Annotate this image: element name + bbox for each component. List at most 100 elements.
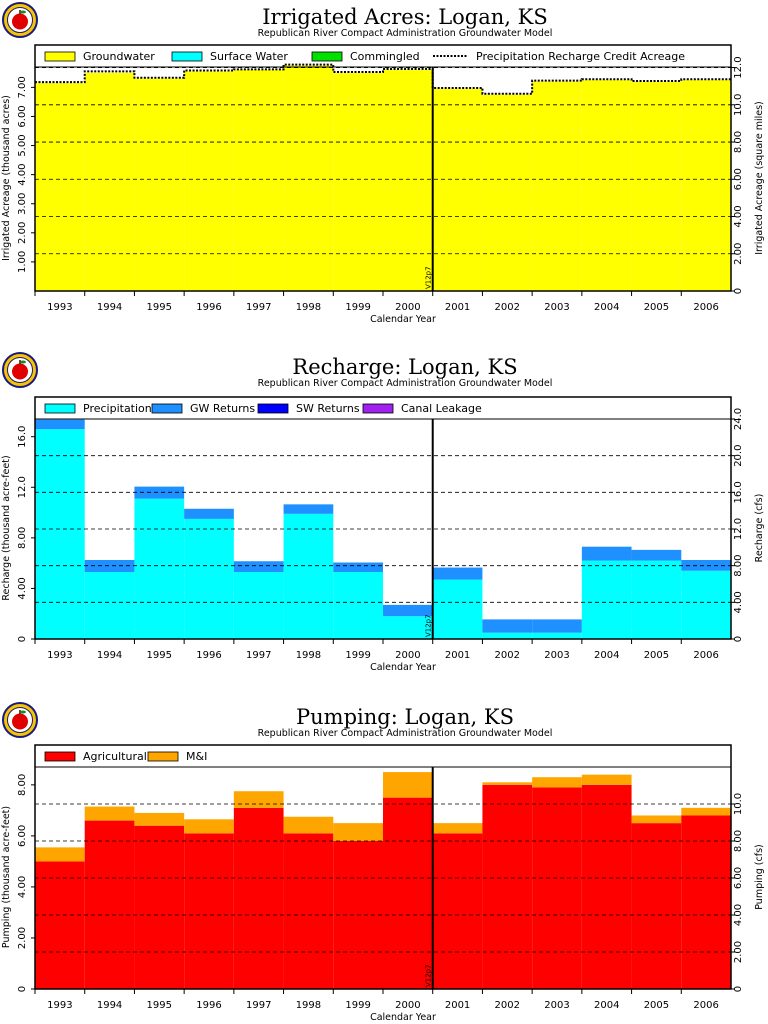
x-tick-label: 1997 xyxy=(246,1000,271,1011)
y-axis-left: 1.00 2.00 3.00 4.00 5.00 6.00 7.00 Irrigated Ac… xyxy=(1,76,35,273)
bar-agricultural-2002 xyxy=(482,784,533,989)
bar-precipitation-1998 xyxy=(283,513,334,639)
y2-tick-label: 4.00 xyxy=(733,591,744,613)
apple-seal-icon xyxy=(2,2,38,38)
x-tick-label: 2003 xyxy=(544,1000,569,1011)
bar-gw-returns-2000 xyxy=(383,604,433,617)
x-axis: 1993 1994 1995 1996 1997 1998 1999 2000 2001 2002… xyxy=(34,989,719,1023)
bar-gw-returns-2002 xyxy=(482,619,533,633)
bar-agricultural-1995 xyxy=(134,825,185,989)
apple-seal-icon xyxy=(2,352,38,388)
x-tick-label: 2004 xyxy=(594,302,619,313)
legend-label: Surface Water xyxy=(210,50,288,63)
bar-agricultural-2006 xyxy=(681,815,731,989)
y-tick-label: 2.00 xyxy=(17,222,28,244)
bar-m-i-2003 xyxy=(532,777,582,788)
legend-label: GW Returns xyxy=(190,402,255,415)
x-tick-label: 2005 xyxy=(644,650,669,661)
gridlines xyxy=(35,803,731,953)
x-tick-label: 1998 xyxy=(296,1000,321,1011)
bar-m-i-2005 xyxy=(631,815,682,824)
y-tick-label: 8.00 xyxy=(17,774,28,796)
y2-tick-label: 12.0 xyxy=(733,518,744,540)
y2-tick-label: 8.00 xyxy=(733,131,744,153)
x-tick-label: 1994 xyxy=(97,1000,122,1011)
legend: Precipitation GW Returns SW Returns Canal L… xyxy=(35,402,731,420)
bar-precipitation-2003 xyxy=(532,632,582,639)
y-tick-label: 12.0 xyxy=(17,476,28,498)
bar-gw-returns-1996 xyxy=(184,508,234,519)
bar-m-i-2006 xyxy=(681,807,731,816)
x-tick-label: 2001 xyxy=(445,1000,470,1011)
y-tick-label: 6.00 xyxy=(17,105,28,127)
bar-groundwater-1998 xyxy=(283,65,334,291)
bar-agricultural-2003 xyxy=(532,787,582,989)
y2-tick-label: 4.00 xyxy=(733,904,744,926)
y-tick-label: 8.00 xyxy=(17,527,28,549)
bar-m-i-1995 xyxy=(134,812,185,826)
x-tick-label: 1998 xyxy=(296,650,321,661)
x-tick-label: 1994 xyxy=(97,302,122,313)
y-tick-label: 0 xyxy=(17,636,28,642)
legend-swatch-m-i xyxy=(147,751,179,762)
bar-groundwater-2002 xyxy=(482,94,533,292)
bar-m-i-2002 xyxy=(482,782,533,785)
y2-tick-label: 0 xyxy=(733,986,744,992)
y2-tick-label: 0 xyxy=(733,636,744,642)
bar-groundwater-2006 xyxy=(681,80,731,291)
bar-precipitation-1996 xyxy=(184,518,234,639)
legend-swatch-commingled xyxy=(311,51,343,62)
bar-m-i-1998 xyxy=(283,816,334,834)
x-tick-label: 1996 xyxy=(196,302,221,313)
bar-agricultural-2000 xyxy=(383,797,433,989)
x-tick-label: 2002 xyxy=(495,1000,520,1011)
x-tick-label: 2006 xyxy=(693,1000,718,1011)
x-tick-label: 2003 xyxy=(544,302,569,313)
apple-leaf-icon xyxy=(20,10,26,14)
bar-m-i-2001 xyxy=(432,823,483,834)
y-axis-right: 0 2.00 4.00 6.00 8.00 10.0 12.0 Irrigated Acrea… xyxy=(731,56,765,294)
y2-tick-label: 8.00 xyxy=(733,830,744,852)
x-tick-label: 1995 xyxy=(147,1000,172,1011)
bar-m-i-1993 xyxy=(35,847,85,862)
bar-gw-returns-2003 xyxy=(532,619,582,633)
x-tick-label: 2004 xyxy=(594,1000,619,1011)
bar-gw-returns-2006 xyxy=(681,559,731,571)
y2-axis-label: Irrigated Acreage (square miles) xyxy=(754,101,765,255)
bar-agricultural-2001 xyxy=(432,833,483,989)
legend-swatch-gw-returns xyxy=(151,403,183,414)
chart-title: Pumping: Logan, KS xyxy=(296,705,514,729)
y-axis-right: 0 4.00 8.00 12.0 16.0 20.0 24.0 Recharge (cfs) xyxy=(731,408,765,642)
x-tick-label: 2001 xyxy=(445,302,470,313)
y-axis-label: Pumping (thousand acre-feet) xyxy=(1,806,12,948)
chart-subtitle: Republican River Compact Administration … xyxy=(258,378,553,389)
x-tick-label: 2005 xyxy=(644,1000,669,1011)
x-tick-label: 1995 xyxy=(147,650,172,661)
y-axis-left: 0 4.00 8.00 12.0 16.0 Recharge (thousand acre… xyxy=(1,426,35,642)
bar-precipitation-1997 xyxy=(233,571,284,639)
y2-tick-label: 24.0 xyxy=(733,408,744,430)
x-tick-label: 2000 xyxy=(395,650,420,661)
bar-gw-returns-1994 xyxy=(84,559,135,572)
x-tick-label: 1994 xyxy=(97,650,122,661)
bar-gw-returns-2005 xyxy=(631,549,682,561)
x-tick-label: 1996 xyxy=(196,1000,221,1011)
gridlines xyxy=(35,67,731,255)
bar-precipitation-1995 xyxy=(134,498,185,639)
y2-tick-label: 2.00 xyxy=(733,941,744,963)
y2-tick-label: 2.00 xyxy=(733,243,744,265)
x-tick-label: 2004 xyxy=(594,650,619,661)
x-tick-label: 1998 xyxy=(296,302,321,313)
x-tick-label: 2003 xyxy=(544,650,569,661)
x-tick-label: 2002 xyxy=(495,650,520,661)
y-tick-label: 3.00 xyxy=(17,193,28,215)
bar-precipitation-1993 xyxy=(35,429,85,639)
x-tick-label: 1993 xyxy=(47,302,72,313)
legend-label: M&I xyxy=(186,750,207,763)
y2-tick-label: 6.00 xyxy=(733,867,744,889)
legend-label: Groundwater xyxy=(83,50,155,63)
